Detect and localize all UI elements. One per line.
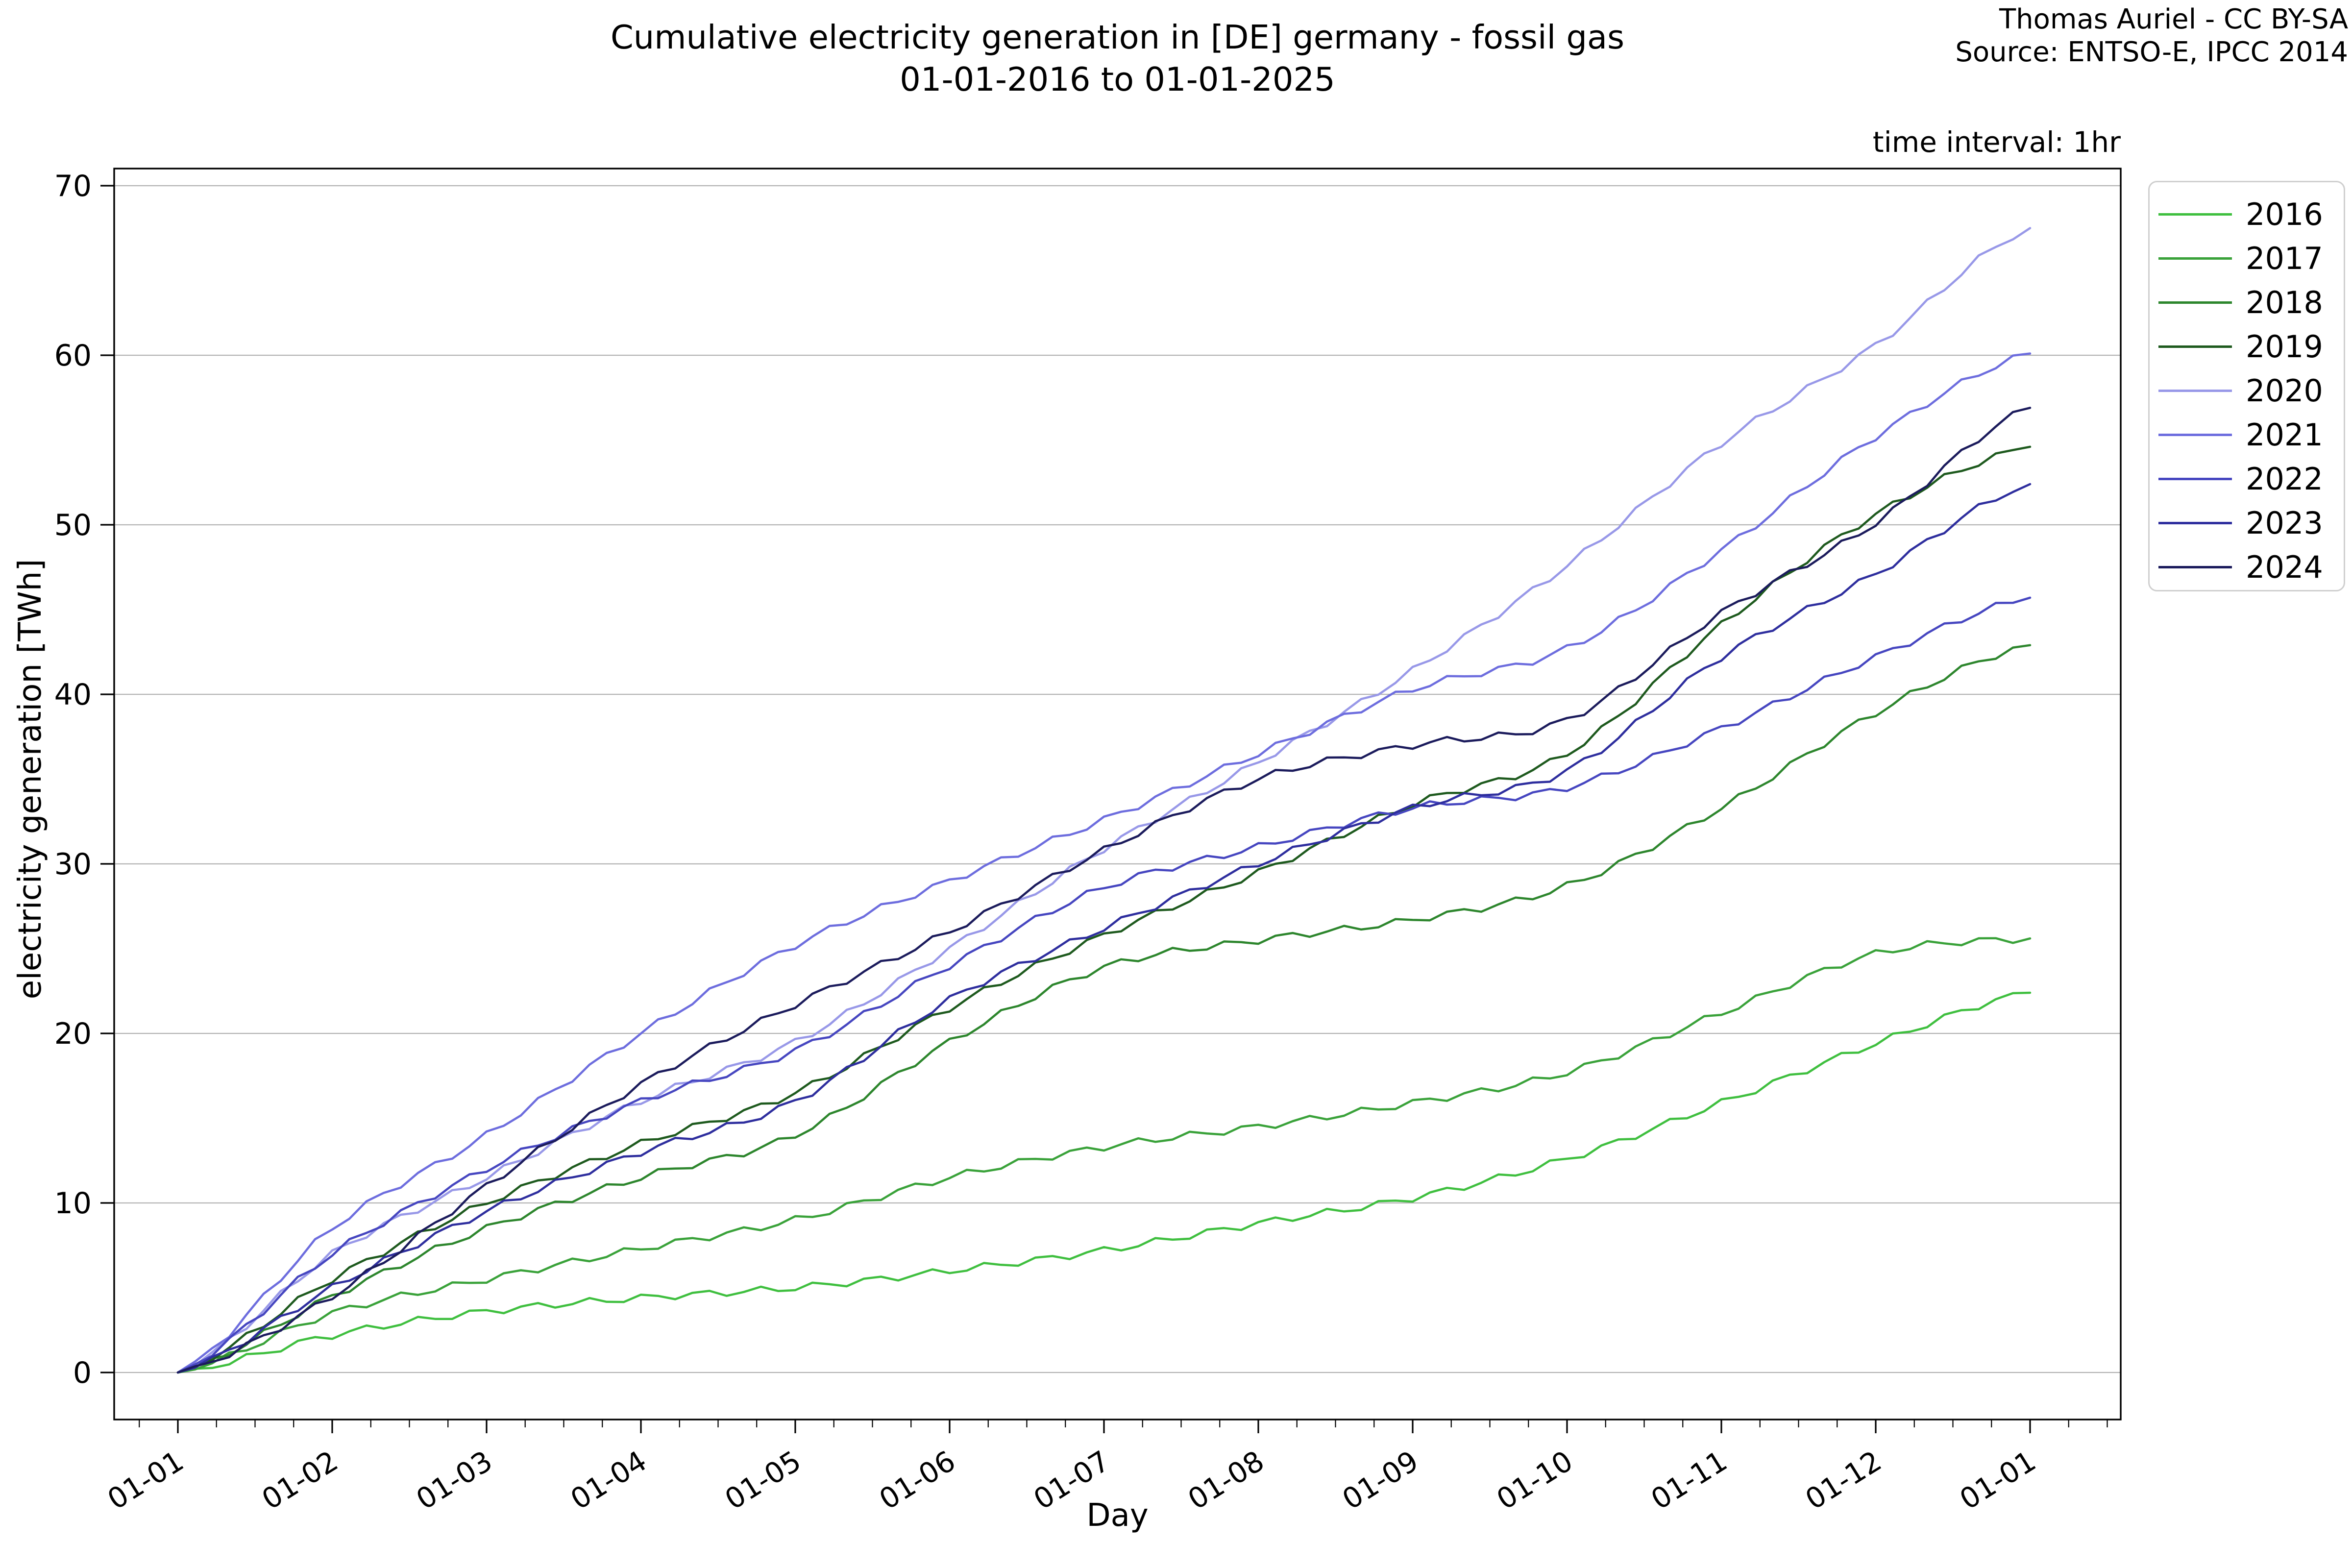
y-tick-label: 60 <box>54 339 92 373</box>
legend-label-2019: 2019 <box>2246 328 2323 365</box>
legend-key-line-2021 <box>2158 433 2232 436</box>
y-tick-label: 20 <box>54 1017 92 1051</box>
chart-title-line1: Cumulative electricity generation in [DE… <box>611 18 1624 56</box>
legend-label-2018: 2018 <box>2246 284 2323 320</box>
legend-item-2022: 2022 <box>2150 457 2344 501</box>
y-tick-label: 50 <box>54 508 92 542</box>
legend-item-2021: 2021 <box>2150 413 2344 457</box>
legend-label-2021: 2021 <box>2246 416 2323 453</box>
legend-key-line-2018 <box>2158 301 2232 304</box>
legend-label-2016: 2016 <box>2246 196 2323 232</box>
legend-label-2024: 2024 <box>2246 549 2323 585</box>
legend-label-2022: 2022 <box>2246 461 2323 497</box>
y-tick-label: 30 <box>54 847 92 882</box>
series-line-2017 <box>176 937 2032 1374</box>
legend-item-2016: 2016 <box>2150 192 2344 236</box>
chart-title: Cumulative electricity generation in [DE… <box>114 17 2121 101</box>
legend: 2016 2017 2018 2019 2020 2021 2022 2023 2024 <box>2148 181 2345 591</box>
series-line-2023 <box>176 483 2032 1374</box>
legend-key-line-2019 <box>2158 345 2232 348</box>
series-line-2022 <box>176 596 2032 1374</box>
legend-key-line-2022 <box>2158 477 2232 480</box>
attribution-source: Source: ENTSO-E, IPCC 2014 <box>1955 36 2348 69</box>
y-axis-label: electricity generation [TWh] <box>12 559 49 1000</box>
y-tick-label: 0 <box>73 1356 92 1390</box>
attribution-author: Thomas Auriel - CC BY-SA <box>1999 3 2348 35</box>
y-tick-label: 10 <box>54 1186 92 1221</box>
attribution: Thomas Auriel - CC BY-SA Source: ENTSO-E… <box>1955 3 2348 69</box>
y-tick-label: 40 <box>54 678 92 712</box>
series-line-2021 <box>176 352 2032 1374</box>
legend-item-2017: 2017 <box>2150 236 2344 280</box>
chart-title-line2: 01-01-2016 to 01-01-2025 <box>900 60 1335 98</box>
legend-item-2024: 2024 <box>2150 545 2344 589</box>
series-line-2018 <box>176 644 2032 1374</box>
legend-item-2023: 2023 <box>2150 501 2344 545</box>
legend-label-2017: 2017 <box>2246 240 2323 276</box>
time-interval-note: time interval: 1hr <box>1872 125 2121 159</box>
legend-label-2020: 2020 <box>2246 372 2323 409</box>
legend-item-2018: 2018 <box>2150 280 2344 324</box>
legend-key-line-2023 <box>2158 521 2232 524</box>
legend-key-line-2024 <box>2158 565 2232 568</box>
y-tick-label: 70 <box>54 169 92 203</box>
legend-key-line-2016 <box>2158 213 2232 216</box>
series-line-2016 <box>176 991 2032 1374</box>
series-line-2024 <box>176 407 2032 1374</box>
legend-item-2020: 2020 <box>2150 368 2344 413</box>
series-line-2020 <box>176 227 2032 1374</box>
x-axis-label: Day <box>1086 1497 1149 1534</box>
legend-item-2019: 2019 <box>2150 324 2344 368</box>
axes-frame <box>113 168 2122 1421</box>
legend-label-2023: 2023 <box>2246 505 2323 541</box>
series-line-2019 <box>176 445 2032 1374</box>
legend-key-line-2017 <box>2158 257 2232 260</box>
legend-key-line-2020 <box>2158 389 2232 392</box>
